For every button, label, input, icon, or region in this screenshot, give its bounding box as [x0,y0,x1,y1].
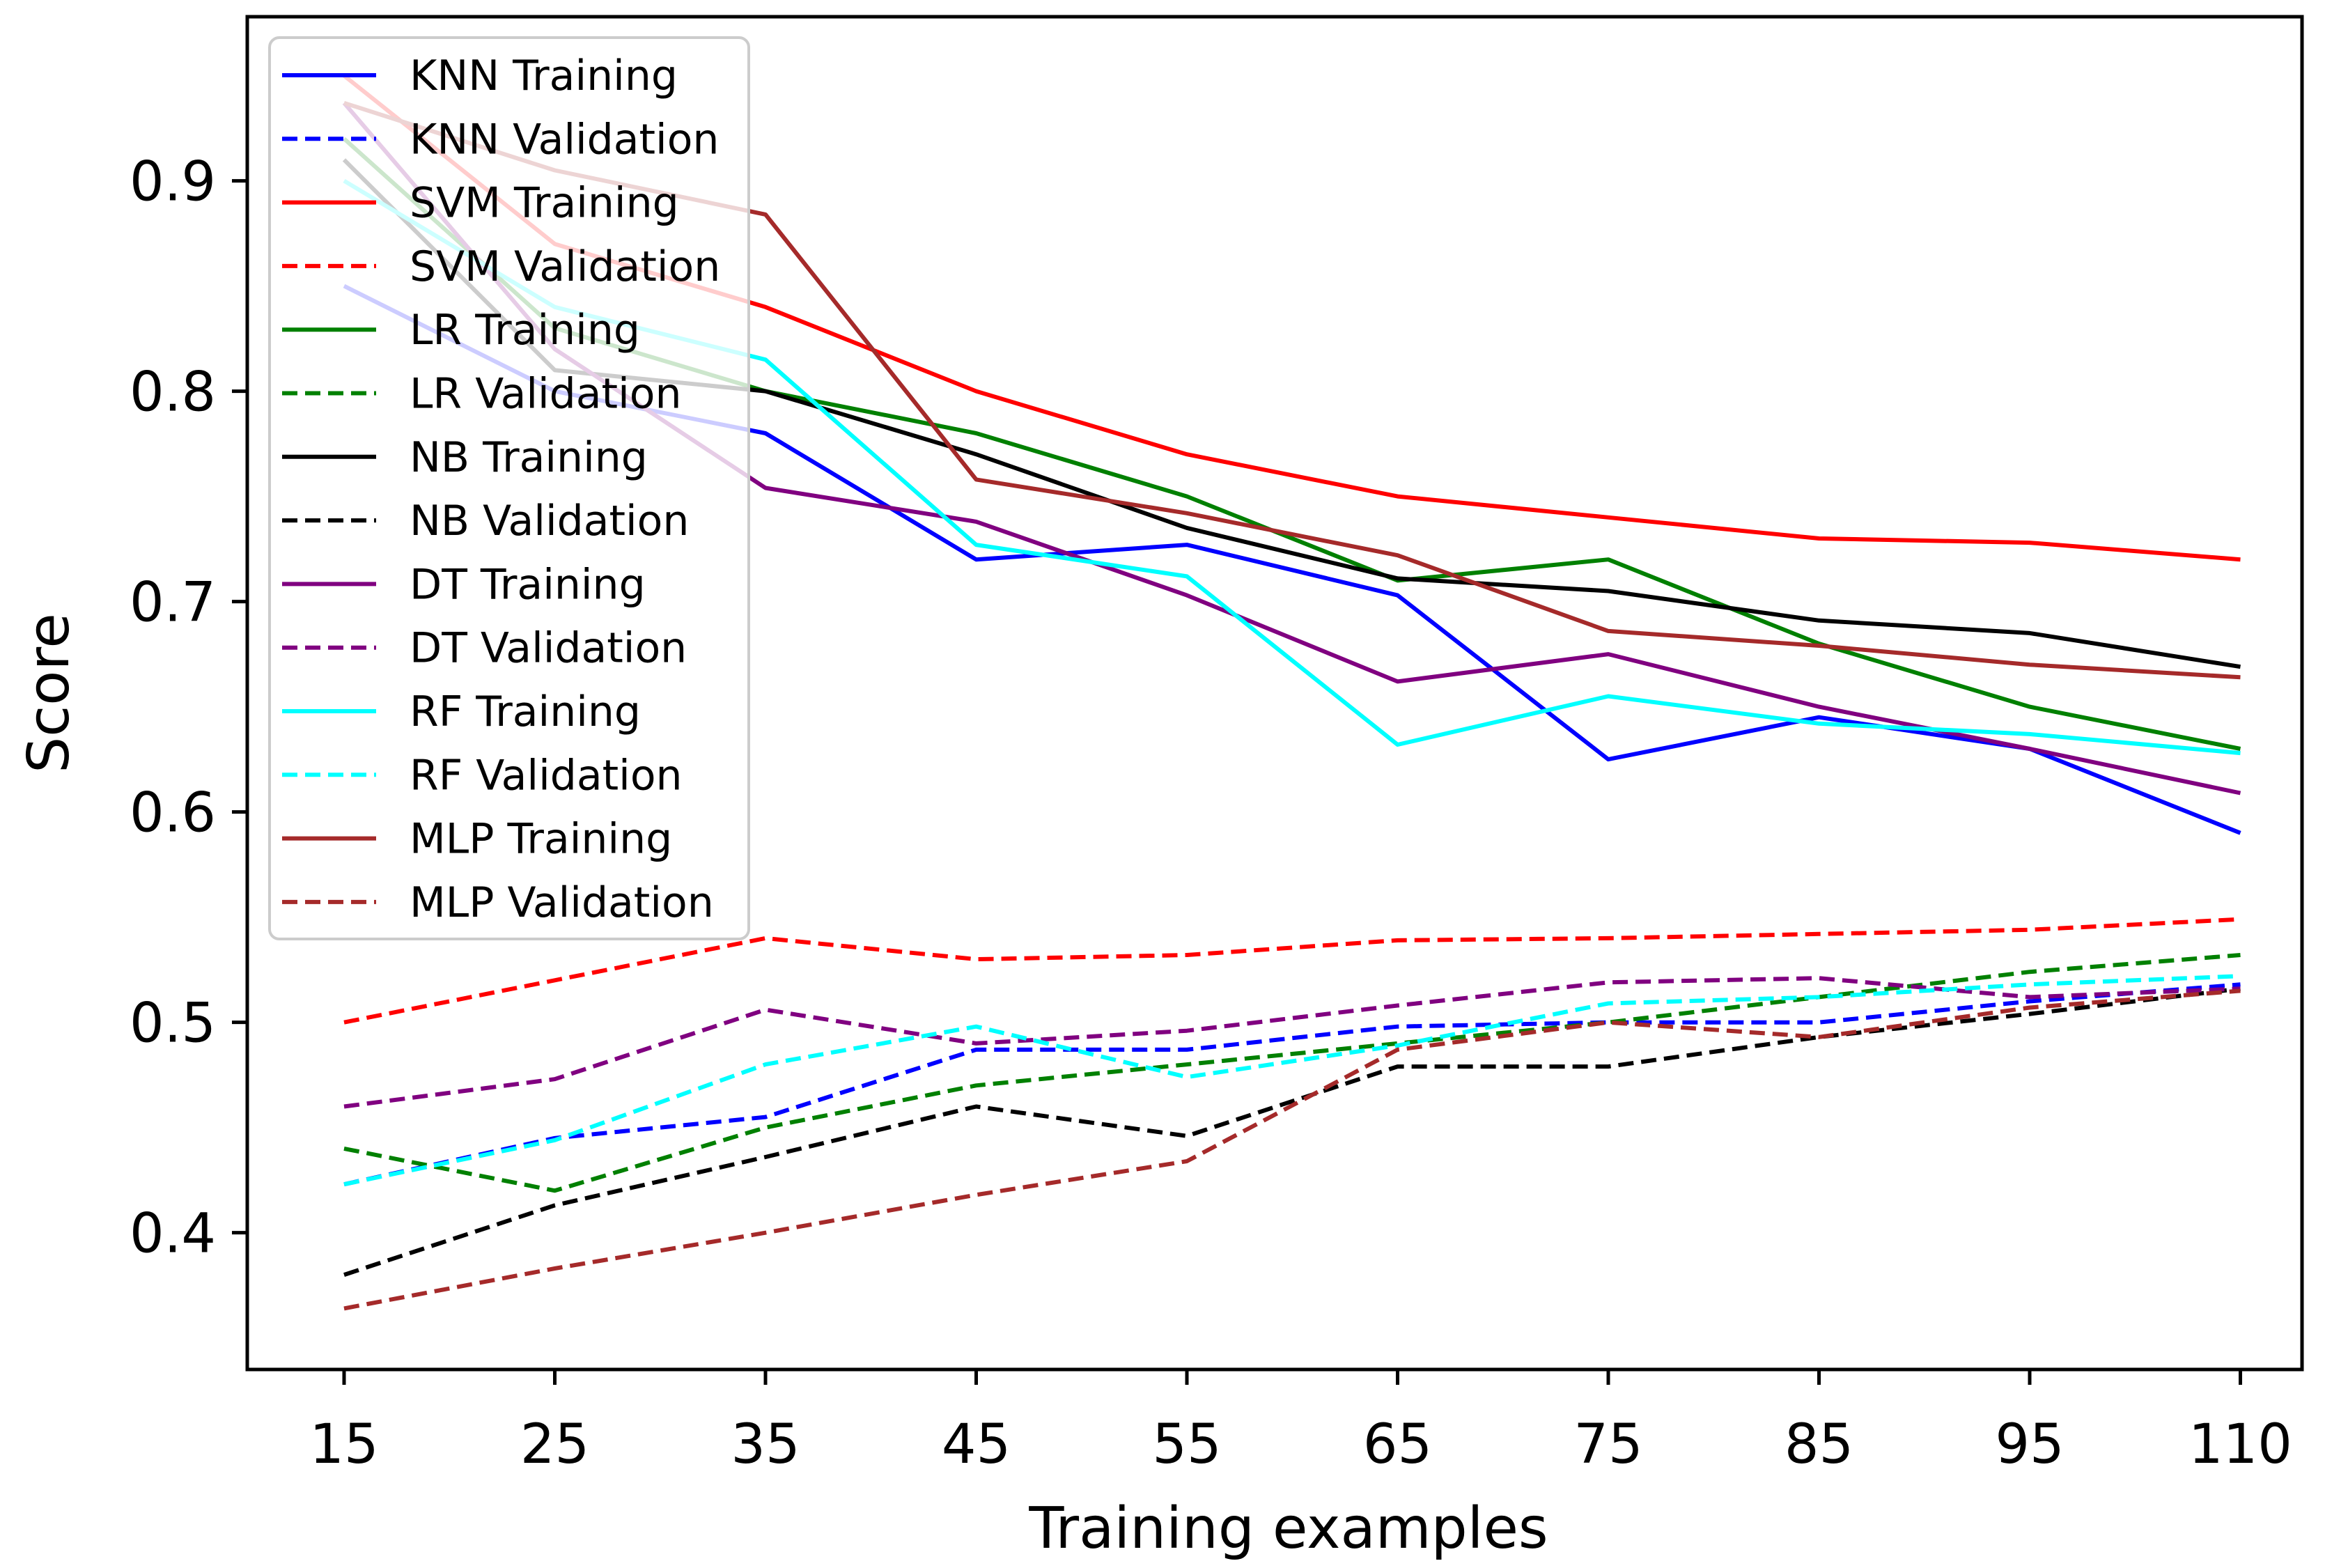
x-tick-label-85: 85 [1785,1413,1853,1476]
x-tick-label-95: 95 [1995,1413,2064,1476]
legend-label-rf-validation: RF Validation [410,751,683,800]
legend-label-knn-training: KNN Training [410,52,678,100]
legend-label-svm-validation: SVM Validation [410,242,720,291]
x-tick-label-75: 75 [1573,1413,1642,1476]
x-axis-label: Training examples [1028,1496,1548,1562]
legend-label-lr-validation: LR Validation [410,370,681,419]
y-tick-label-0.7: 0.7 [130,572,216,635]
x-tick-label-45: 45 [942,1413,1011,1476]
series-line-dt-validation [343,976,2241,1109]
x-axis: 15 25 35 45 55 65 75 85 95 110 [309,1369,2292,1476]
legend-label-nb-training: NB Training [410,433,648,482]
legend-box [268,36,750,940]
legend: KNN Training KNN Validation SVM Training SV… [268,36,750,940]
legend-label-knn-validation: KNN Validation [410,115,719,164]
x-tick-label-55: 55 [1152,1413,1221,1476]
y-axis-label: Score [16,613,82,773]
x-tick-label-110: 110 [2188,1413,2292,1476]
legend-label-lr-training: LR Training [410,306,640,355]
x-tick-label-15: 15 [309,1413,378,1476]
legend-label-dt-validation: DT Validation [410,624,687,673]
legend-label-svm-training: SVM Training [410,179,679,228]
series-line-lr-validation [343,953,2241,1193]
plot-frame [245,15,2304,1372]
y-tick-label-0.8: 0.8 [130,362,216,424]
series-line-rf-validation [343,974,2241,1187]
legend-label-nb-validation: NB Validation [410,497,689,545]
series-line-mlp-validation [343,988,2241,1311]
y-tick-label-0.4: 0.4 [130,1203,216,1266]
x-tick-label-35: 35 [731,1413,800,1476]
y-tick-label-0.5: 0.5 [130,993,216,1055]
legend-label-mlp-training: MLP Training [410,815,672,864]
legend-label-mlp-validation: MLP Validation [410,878,714,927]
series-line-nb-validation [343,986,2241,1277]
y-tick-label-0.9: 0.9 [130,151,216,214]
y-axis: 0.4 0.5 0.6 0.7 0.8 0.9 [130,151,247,1266]
x-tick-label-65: 65 [1363,1413,1432,1476]
series-line-svm-validation [343,917,2241,1025]
legend-label-dt-training: DT Training [410,560,646,609]
legend-label-rf-training: RF Training [410,688,641,736]
x-tick-label-25: 25 [520,1413,589,1476]
y-tick-label-0.6: 0.6 [130,782,216,845]
series-line-knn-validation [343,982,2241,1187]
